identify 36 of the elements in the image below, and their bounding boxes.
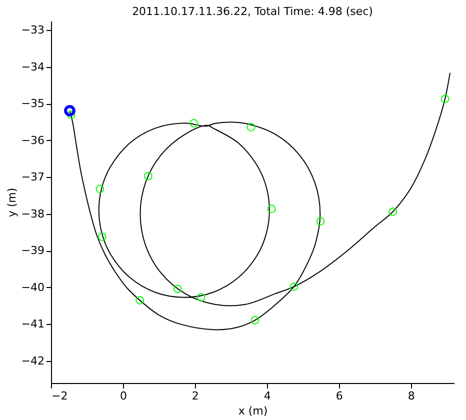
point xyxy=(64,105,76,116)
y-tick-label: −40 xyxy=(21,280,44,294)
x-tick-label: 4 xyxy=(264,390,271,402)
y-tick-label: −42 xyxy=(21,354,44,368)
y-axis-title: y (m) xyxy=(5,188,18,218)
point xyxy=(196,293,206,302)
y-tick-label: −41 xyxy=(21,318,44,331)
y-tick-label: −35 xyxy=(21,97,44,110)
point xyxy=(267,204,276,213)
point xyxy=(250,316,260,324)
x-axis-title: x (m) xyxy=(238,404,268,418)
point xyxy=(190,118,198,128)
x-tick-label: 2 xyxy=(192,390,199,402)
y-tick-label: −33 xyxy=(21,24,44,37)
chart-title: 2011.10.17.11.36.22, Total Time: 4.98 (sec) xyxy=(132,5,373,18)
y-tick-label: −37 xyxy=(21,170,44,184)
x-tick-label: 8 xyxy=(408,390,415,402)
point xyxy=(388,208,398,216)
point xyxy=(246,123,256,132)
point xyxy=(316,217,325,226)
x-tick-label: 6 xyxy=(336,390,343,402)
y-tick-label: −34 xyxy=(21,60,44,74)
point xyxy=(136,296,144,305)
y-tick-label: −38 xyxy=(21,207,44,220)
point xyxy=(66,110,76,119)
point xyxy=(144,172,152,180)
point xyxy=(173,284,182,294)
y-tick-label: −39 xyxy=(21,244,44,258)
x-tick-label: −2 xyxy=(52,390,68,402)
point xyxy=(96,184,104,194)
y-tick-label: −36 xyxy=(21,134,44,147)
point xyxy=(98,232,106,241)
line-series xyxy=(69,72,451,330)
point xyxy=(440,94,450,104)
x-tick-label: 0 xyxy=(120,390,127,402)
point xyxy=(290,282,298,291)
